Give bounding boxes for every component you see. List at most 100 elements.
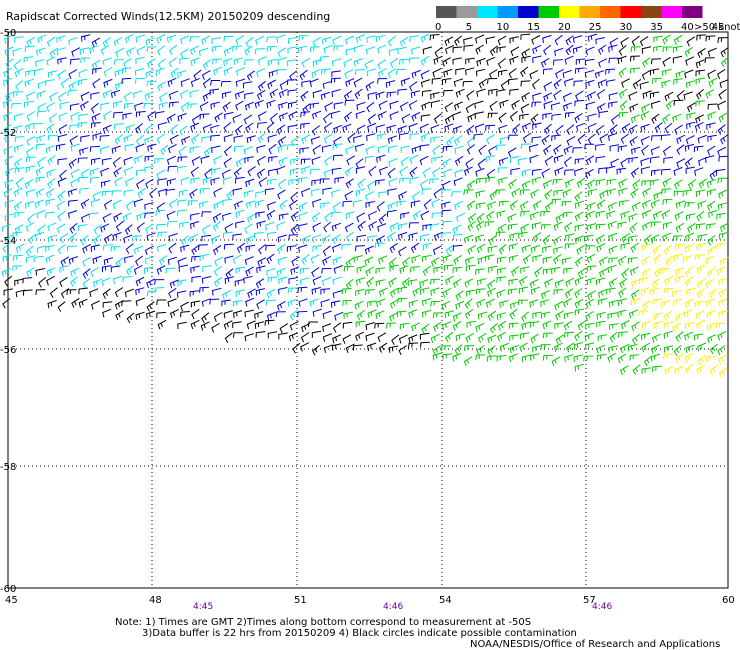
wind-barb (234, 124, 243, 136)
wind-barb (189, 89, 199, 98)
wind-barb (289, 168, 300, 176)
wind-barb (474, 111, 485, 119)
wind-barb (257, 111, 267, 121)
wind-barb (621, 123, 631, 134)
wind-barb (266, 122, 275, 133)
wind-barb (14, 36, 24, 43)
wind-barb (124, 255, 134, 263)
wind-barb (80, 135, 90, 143)
wind-barb (455, 212, 466, 222)
wind-barb (377, 133, 387, 141)
wind-barb (91, 59, 101, 70)
wind-barb (367, 113, 376, 125)
wind-barb (378, 255, 388, 265)
wind-barb (619, 100, 628, 111)
wind-barb (422, 255, 432, 262)
wind-barb (478, 144, 487, 156)
wind-barb (719, 256, 729, 266)
wind-barb (477, 311, 488, 320)
wind-barb (399, 322, 410, 330)
wind-barb (110, 246, 121, 252)
wind-barb (278, 112, 288, 122)
wind-barb (146, 232, 156, 241)
wind-barb (310, 254, 320, 264)
wind-barb (310, 188, 321, 197)
wind-barb (541, 168, 551, 178)
wind-barb (488, 235, 497, 246)
wind-barb (257, 55, 267, 66)
wind-barb (135, 143, 145, 153)
wind-barb (290, 158, 300, 165)
wind-barb (114, 176, 123, 187)
wind-barb (202, 177, 212, 185)
wind-barb (685, 56, 695, 66)
wind-barb (111, 145, 121, 154)
wind-barb (331, 189, 341, 198)
wind-barb (4, 155, 14, 166)
wind-barb (99, 135, 110, 142)
wind-barb (137, 187, 146, 198)
wind-barb (266, 268, 276, 277)
wind-barb (133, 155, 143, 165)
wind-barb (202, 59, 211, 70)
wind-barb (365, 201, 375, 209)
wind-barb (331, 211, 342, 218)
wind-barb (684, 157, 693, 169)
wind-barb (529, 299, 539, 308)
wind-barb (386, 322, 397, 329)
wind-barb (300, 111, 311, 118)
wind-barb (432, 68, 442, 78)
wind-barb (608, 299, 619, 308)
wind-barb (542, 256, 553, 264)
wind-barb (432, 245, 442, 255)
wind-barb (311, 179, 321, 186)
wind-barb (232, 310, 243, 319)
wind-barb (244, 309, 254, 318)
wind-barb (715, 322, 726, 329)
wind-barb (146, 80, 157, 87)
wind-barb (364, 245, 374, 255)
wind-barb (47, 155, 56, 166)
wind-barb (540, 57, 550, 68)
wind-barb (24, 101, 34, 108)
wind-barb (168, 287, 177, 299)
wind-barb (465, 332, 474, 343)
wind-barb (199, 113, 210, 120)
wind-barb (398, 246, 407, 257)
wind-barb (608, 232, 618, 242)
wind-barb (37, 102, 47, 113)
wind-barb (387, 201, 397, 211)
wind-barb (135, 276, 145, 287)
wind-barb (454, 344, 463, 355)
wind-barb (675, 331, 684, 342)
wind-barb (465, 103, 475, 114)
wind-barb (621, 233, 631, 243)
wind-barb (576, 177, 586, 188)
wind-barb (465, 157, 474, 169)
wind-barb (467, 221, 476, 232)
wind-barb (375, 310, 385, 320)
wind-barb (629, 103, 639, 113)
wind-barb (640, 332, 651, 341)
wind-barb (100, 44, 110, 55)
wind-barb (608, 277, 618, 288)
wind-barb (553, 342, 563, 352)
wind-barb (595, 210, 605, 219)
lat-label: -52 (0, 128, 16, 139)
wind-barb (607, 132, 618, 142)
wind-barb (13, 201, 23, 212)
wind-barb (475, 190, 486, 198)
wind-barb (495, 144, 506, 151)
wind-barb (608, 257, 619, 264)
legend-swatch (477, 6, 498, 18)
wind-barb (70, 58, 80, 65)
wind-barb (631, 321, 640, 332)
wind-barb (565, 233, 575, 241)
wind-barb (685, 166, 695, 174)
wind-barb (199, 286, 210, 293)
wind-barb (398, 334, 408, 344)
wind-barb (311, 287, 321, 295)
wind-barb (395, 68, 407, 75)
wind-barb (235, 35, 244, 46)
wind-barb (673, 34, 683, 45)
